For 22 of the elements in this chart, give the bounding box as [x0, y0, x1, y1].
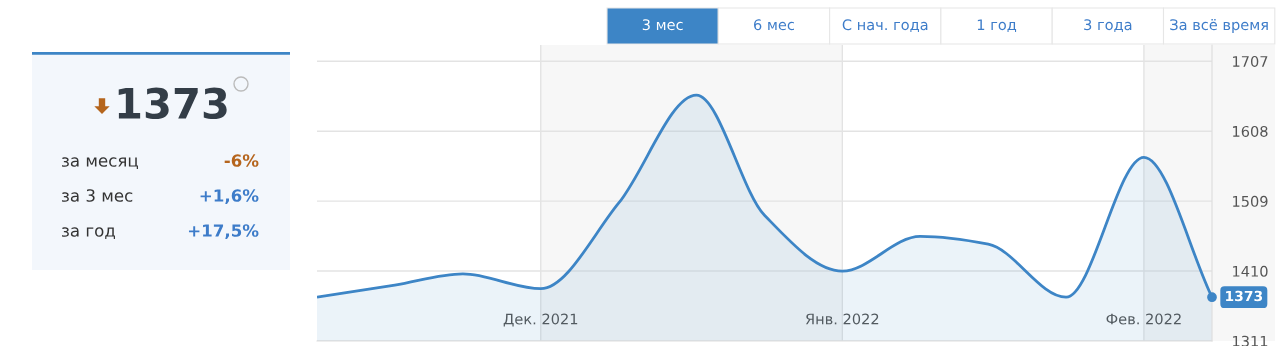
- text: 6 мес: [754, 19, 794, 31]
- x-tick-label: Янв. 2022: [805, 313, 879, 325]
- text: 3 года: [1084, 19, 1132, 33]
- text: +1,6%: [200, 189, 259, 204]
- y-tick-label: 1608: [1233, 125, 1268, 137]
- text: за 3 мес: [62, 189, 133, 202]
- x-tick-label: Фев. 2022: [1106, 313, 1181, 325]
- y-tick-label: 1410: [1233, 265, 1268, 277]
- text: +17,5%: [188, 224, 259, 239]
- text: За всё время: [1170, 18, 1268, 34]
- text: -6%: [224, 154, 259, 167]
- y-tick-label: 1509: [1233, 195, 1268, 207]
- text: 1 год: [977, 19, 1017, 33]
- y-tick-label: 1311: [1233, 335, 1268, 346]
- text: С нач. года: [842, 19, 928, 33]
- text: за год: [62, 227, 115, 239]
- text: 3 мес: [642, 19, 683, 31]
- text: за месяц: [62, 157, 138, 169]
- text: 1373: [118, 87, 227, 120]
- y-tick-label: 1707: [1233, 55, 1268, 67]
- x-tick-label: Дек. 2021: [503, 313, 578, 327]
- data-label: 1373: [1226, 290, 1263, 302]
